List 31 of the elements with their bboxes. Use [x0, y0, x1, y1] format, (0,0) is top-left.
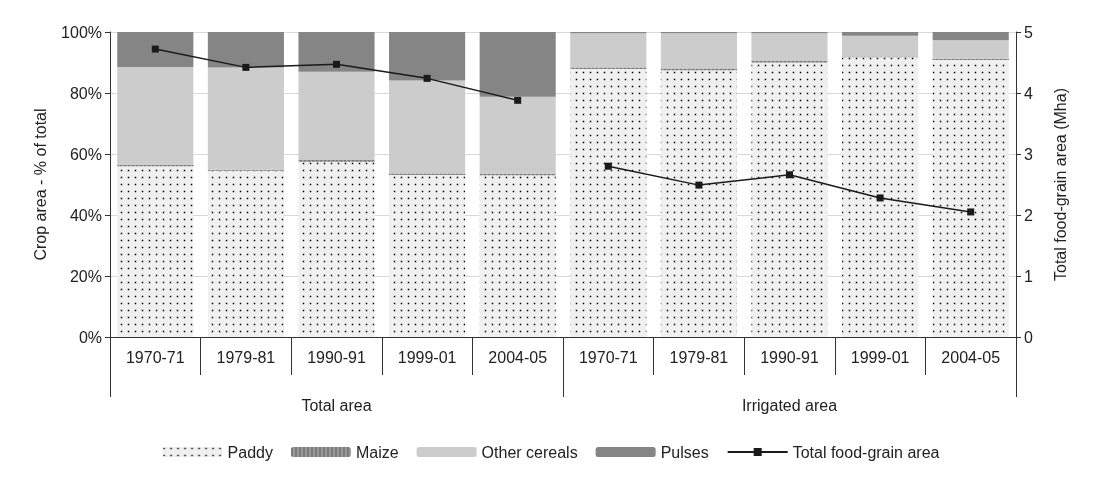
legend-label: Paddy [227, 443, 273, 461]
x-tick-label: 1979-81 [216, 348, 276, 366]
y-axis-title: Crop area - % of total [31, 108, 49, 261]
y2-tick-label: 2 [1024, 206, 1033, 224]
legend-label: Pulses [660, 443, 709, 461]
x-tick-label: 1990-91 [307, 348, 366, 366]
x-tick-label: 1970-71 [578, 348, 638, 366]
x-tick-label: 1979-81 [669, 348, 729, 366]
text: Irrigated area [741, 396, 838, 414]
x-tick-label: 1970-71 [125, 348, 185, 366]
x-tick-label: 2004-05 [941, 348, 1001, 366]
x-tick-label: 1999-01 [850, 348, 910, 366]
text: Total area [301, 396, 372, 414]
y-tick-label: 80% [69, 84, 102, 102]
y2-tick-label: 0 [1024, 328, 1033, 346]
legend-label: Total food-grain area [792, 443, 940, 461]
y2-tick-label: 4 [1024, 84, 1033, 102]
y2-tick-label: 1 [1024, 267, 1033, 285]
x-tick-label: 2004-05 [488, 348, 548, 366]
y-tick-label: 100% [61, 23, 102, 41]
x-tick-label: 1990-91 [760, 348, 819, 366]
x-tick-label: 1999-01 [397, 348, 457, 366]
y-tick-label: 60% [69, 145, 102, 163]
y2-tick-label: 3 [1024, 145, 1033, 163]
y-tick-label: 40% [69, 206, 102, 224]
y-tick-label: 20% [69, 267, 102, 285]
y2-axis-title: Total food-grain area (Mha) [1051, 88, 1069, 281]
legend-label: Other cereals [481, 443, 578, 461]
y-tick-label: 0% [78, 328, 102, 346]
legend-label: Maize [355, 443, 399, 461]
y2-tick-label: 5 [1024, 23, 1033, 41]
